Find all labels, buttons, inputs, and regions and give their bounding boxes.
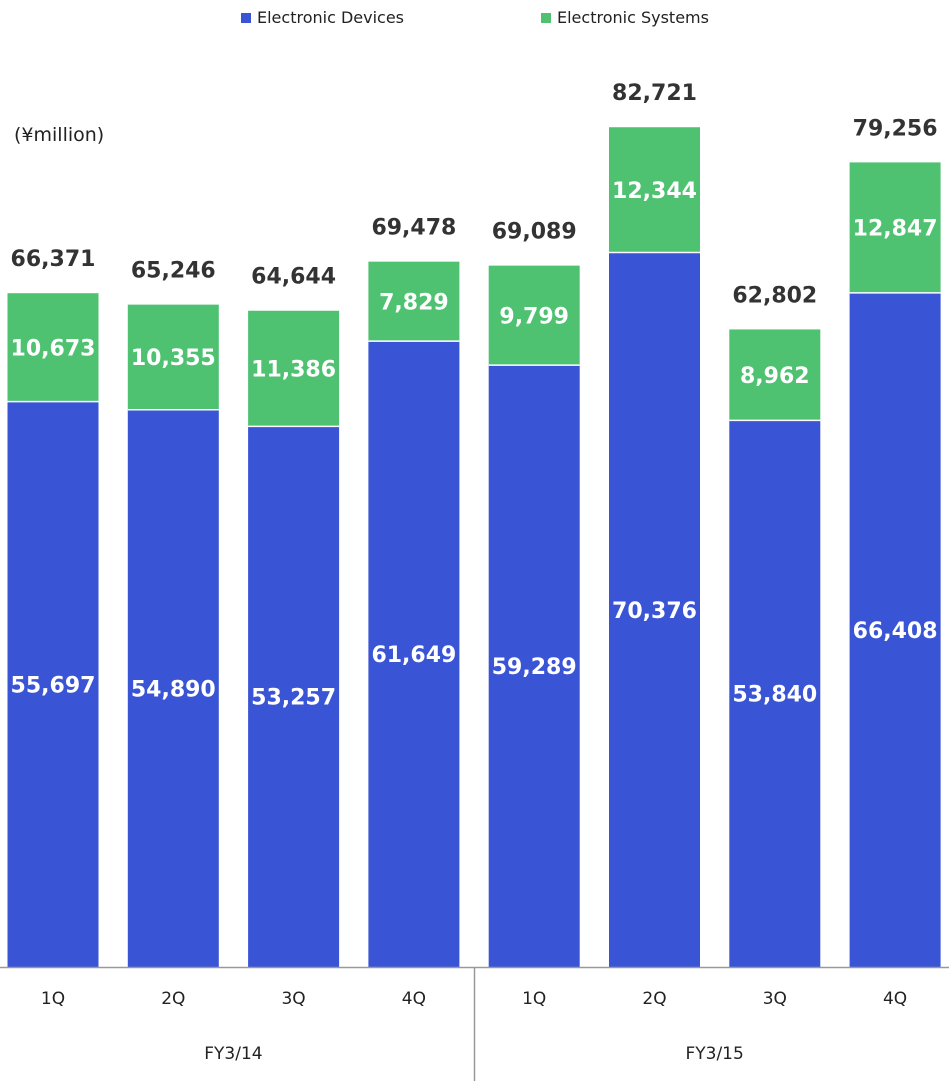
- data-label-devices-5: 59,289: [492, 655, 577, 680]
- bar-systems-5: [488, 265, 580, 366]
- x-tick-label-6: 2Q: [642, 989, 666, 1009]
- total-label-5: 69,089: [492, 220, 577, 245]
- bar-systems-8: [849, 162, 941, 293]
- bar-devices-1: [7, 401, 99, 967]
- bar-devices-4: [368, 341, 460, 967]
- x-tick-label-7: 3Q: [763, 989, 787, 1009]
- bar-systems-3: [248, 310, 340, 427]
- legend-electronic-devices: Electronic Devices: [241, 8, 404, 27]
- group-label-2: FY3/15: [685, 1044, 743, 1064]
- total-label-3: 64,644: [251, 265, 336, 290]
- legend-swatch-devices: [241, 12, 251, 23]
- bar-systems-6: [609, 127, 700, 253]
- bar-systems-2: [127, 304, 219, 410]
- x-tick-label-2: 2Q: [161, 989, 185, 1009]
- total-label-8: 79,256: [853, 116, 938, 141]
- bar-systems-1: [7, 293, 99, 402]
- data-label-devices-6: 70,376: [612, 599, 697, 624]
- unit-label: (¥million): [14, 124, 105, 146]
- data-label-devices-3: 53,257: [251, 686, 336, 711]
- bar-devices-8: [849, 292, 941, 967]
- x-tick-label-1: 1Q: [41, 989, 65, 1009]
- legend-label-devices: Electronic Devices: [257, 8, 405, 27]
- total-label-7: 62,802: [732, 283, 817, 308]
- total-label-1: 66,371: [11, 247, 96, 272]
- data-label-systems-4: 7,829: [379, 290, 449, 315]
- group-label-1: FY3/14: [204, 1044, 262, 1064]
- bar-systems-4: [368, 261, 460, 342]
- bar-devices-7: [729, 420, 821, 967]
- data-label-systems-8: 12,847: [853, 217, 938, 242]
- data-label-devices-2: 54,890: [131, 677, 216, 702]
- x-tick-label-3: 3Q: [281, 989, 305, 1009]
- legend-label-systems: Electronic Systems: [557, 8, 709, 27]
- legend-swatch-systems: [541, 12, 551, 23]
- legend-electronic-systems: Electronic Systems: [541, 8, 709, 27]
- bar-devices-3: [248, 426, 340, 967]
- bar-systems-7: [729, 329, 821, 421]
- total-label-4: 69,478: [371, 216, 456, 241]
- total-label-2: 65,246: [131, 259, 216, 284]
- data-label-systems-7: 8,962: [740, 364, 810, 389]
- data-label-systems-6: 12,344: [612, 179, 697, 204]
- data-label-systems-1: 10,673: [11, 336, 96, 361]
- bar-devices-5: [488, 365, 580, 967]
- data-label-devices-4: 61,649: [371, 643, 456, 668]
- data-label-systems-3: 11,386: [251, 358, 336, 383]
- x-tick-label-4: 4Q: [402, 989, 426, 1009]
- total-label-6: 82,721: [612, 81, 697, 106]
- data-label-devices-8: 66,408: [853, 619, 938, 644]
- data-label-devices-1: 55,697: [11, 673, 96, 698]
- data-label-devices-7: 53,840: [732, 683, 817, 708]
- data-label-systems-5: 9,799: [499, 304, 569, 329]
- x-tick-label-8: 4Q: [883, 989, 907, 1009]
- x-tick-label-5: 1Q: [522, 989, 546, 1009]
- bar-devices-2: [127, 409, 219, 967]
- bar-devices-6: [609, 252, 700, 967]
- data-label-systems-2: 10,355: [131, 346, 216, 371]
